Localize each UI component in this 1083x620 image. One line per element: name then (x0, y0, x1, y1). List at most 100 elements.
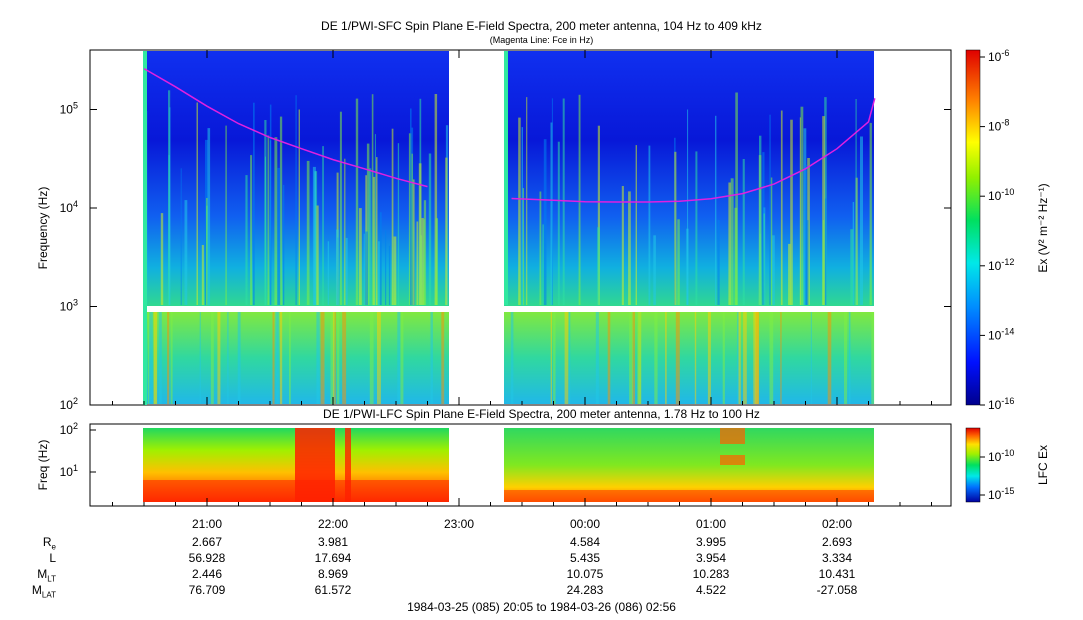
spectral-streak (312, 166, 316, 305)
spectral-streak-low (654, 312, 658, 404)
spectral-streak (578, 94, 581, 305)
upper-ytick-label-2: 104 (60, 199, 78, 215)
ephem-row-label-0: Re (42, 535, 56, 552)
upper-segment-2-low (504, 312, 874, 404)
spectral-streak (250, 155, 253, 305)
spectral-streak (780, 110, 783, 305)
upper-ytick-label-3: 105 (60, 101, 78, 117)
spectral-streak (628, 191, 631, 305)
spectral-streak (742, 159, 745, 305)
spectral-streak (800, 106, 804, 305)
spectral-streak (339, 111, 342, 305)
spectral-streak (393, 236, 397, 305)
spectral-streak-low (743, 312, 747, 404)
spectral-streak (562, 98, 565, 305)
spectral-streak (735, 92, 738, 305)
cbar-tick-label-1: 10-8 (988, 118, 1009, 134)
spectral-streak-low (237, 312, 241, 404)
spectral-streak (184, 200, 188, 305)
spectral-streak-low (199, 312, 201, 404)
spectral-streak (180, 168, 182, 305)
spectral-streak (365, 231, 368, 305)
spectral-streak (730, 178, 734, 305)
ephem-value: 24.283 (566, 583, 604, 597)
spectral-streak (677, 219, 680, 305)
spectral-streak (788, 243, 791, 305)
spectral-streak (621, 186, 624, 305)
cbar-tick-label-5: 10-16 (988, 396, 1014, 412)
spectral-streak (269, 104, 272, 305)
fce-line (143, 67, 428, 188)
lower-ytick-label-1: 102 (60, 421, 78, 437)
cbar-tick-label-2: 10-10 (988, 187, 1014, 203)
spectral-streak (822, 116, 825, 305)
spectral-streak (799, 117, 801, 306)
spectral-streak-low (217, 312, 221, 404)
spectral-streak (770, 177, 773, 305)
spectral-streak (734, 207, 738, 305)
spectral-streak (822, 220, 825, 305)
spectral-streak (423, 200, 427, 305)
ephem-value: 61.572 (314, 583, 352, 597)
spectral-streak (358, 208, 362, 305)
spectral-streak (597, 125, 600, 305)
spectral-streak-low (210, 312, 214, 404)
ephem-value: 2.446 (191, 567, 223, 581)
spectral-streak (421, 218, 424, 305)
spectral-streak-low (170, 312, 173, 404)
lower-y-axis: 101 102 (60, 421, 96, 479)
spectral-streak-low (694, 312, 697, 404)
spectral-streak (391, 128, 394, 305)
ephem-value: 17.694 (314, 551, 352, 565)
spectral-streak-low (722, 312, 725, 404)
spectral-streak-low (780, 312, 782, 404)
spectral-streak (277, 167, 281, 305)
spectral-streak-low (227, 312, 229, 404)
spectral-streak (322, 146, 324, 305)
spectral-streak-low (332, 312, 335, 404)
upper-ytick-label-0: 102 (60, 396, 78, 412)
ephem-value: -27.058 (816, 583, 858, 597)
spectral-streak-low (334, 312, 336, 404)
edge-column (143, 51, 147, 405)
lower-cbar-tick-label-1: 10-15 (988, 486, 1014, 502)
spectral-streak (416, 221, 419, 305)
upper-colorbar-label: Ex (V² m⁻² Hz⁻¹) (1036, 183, 1050, 272)
ephem-value: 8.969 (317, 567, 349, 581)
spectral-streak (763, 213, 765, 305)
spectral-streak (687, 109, 689, 305)
spectral-streak (376, 157, 378, 305)
spectral-streak-low (871, 312, 875, 404)
ephem-value: 5.435 (569, 551, 601, 565)
spectral-streak (388, 245, 391, 305)
lower-cbar-tick-label-0: 10-10 (988, 448, 1014, 464)
upper-colorbar (965, 49, 981, 406)
lower-ytick-label-0: 101 (60, 463, 78, 479)
spectral-streak (366, 143, 370, 305)
xtick-label-4: 01:00 (696, 517, 726, 531)
spectral-streak (279, 116, 283, 305)
ephem-row-label-3: MLAT (31, 583, 56, 600)
ephem-value: 10.075 (566, 567, 604, 581)
spectral-streak (860, 136, 863, 305)
lfc-burst (345, 428, 351, 502)
spectral-streak (518, 117, 521, 305)
spectral-streak (411, 153, 413, 305)
spectral-streak-low (753, 312, 756, 404)
spectral-streak (378, 241, 380, 305)
spectral-streak (695, 151, 698, 305)
lower-colorbar (965, 427, 981, 503)
ephem-row-label-1: L (49, 551, 56, 565)
spectral-streak (397, 143, 400, 305)
spectral-streak (550, 122, 553, 305)
spectral-streak (648, 145, 651, 305)
spectral-streak (445, 157, 448, 305)
spectral-streak-low (147, 312, 150, 404)
spectral-streak (824, 198, 827, 305)
lower-streaks (143, 428, 874, 502)
spectral-streaks (143, 51, 875, 405)
spectral-streak-low (631, 312, 635, 404)
xtick-label-0: 21:00 (192, 517, 222, 531)
spectral-streak-low (279, 312, 283, 404)
